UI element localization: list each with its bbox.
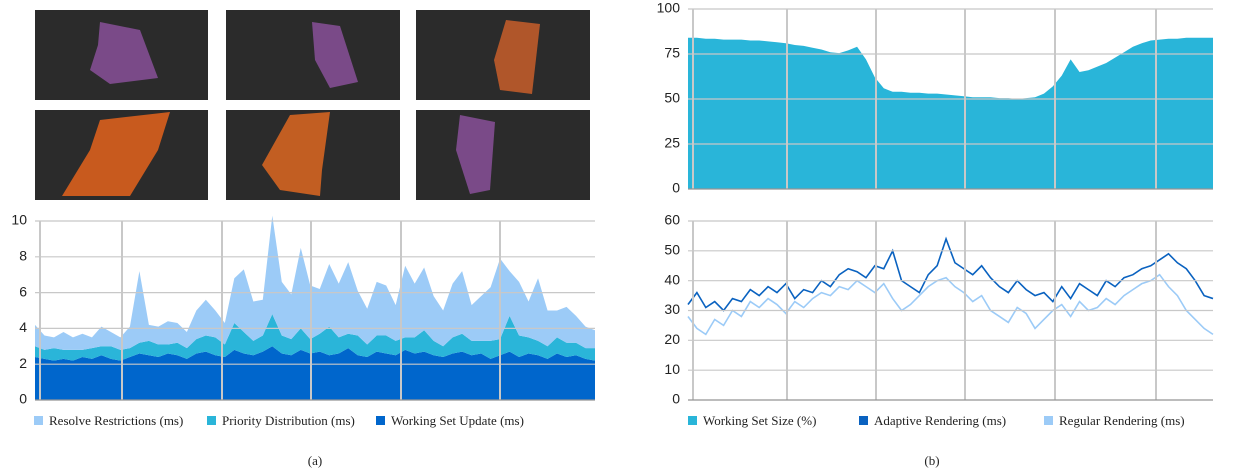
legend: Working Set Size (%) Adaptive Rendering (… xyxy=(688,413,1185,428)
legend-label: Resolve Restrictions (ms) xyxy=(49,413,183,428)
y-tick-label: 0 xyxy=(672,391,680,407)
marks xyxy=(35,216,595,400)
legend-label: Working Set Update (ms) xyxy=(391,413,524,428)
legend-swatch xyxy=(376,416,385,425)
y-tick-label: 30 xyxy=(664,301,680,317)
legend-label: Regular Rendering (ms) xyxy=(1059,413,1185,428)
y-tick-label: 6 xyxy=(19,283,27,299)
legend-swatch xyxy=(859,416,868,425)
caption: (a) xyxy=(308,453,322,468)
y-tick-label: 100 xyxy=(657,0,681,16)
area xyxy=(688,38,1213,189)
thumbnail xyxy=(416,110,590,200)
chart-panel: 0 10 20 30 40 50 60 xyxy=(664,212,1213,407)
marks xyxy=(688,239,1213,334)
y-tick-label: 75 xyxy=(664,45,680,61)
legend-label: Priority Distribution (ms) xyxy=(222,413,355,428)
thumbnails xyxy=(35,10,590,200)
chart-panel: 0 25 50 75 100 xyxy=(657,0,1213,196)
figure: (a) (b) 024681002550751000102030405060Re… xyxy=(0,0,1243,474)
y-tick-label: 10 xyxy=(664,361,680,377)
y-tick-label: 0 xyxy=(672,180,680,196)
y-tick-label: 0 xyxy=(19,391,27,407)
legend-swatch xyxy=(688,416,697,425)
line xyxy=(688,275,1213,335)
caption: (b) xyxy=(924,453,939,468)
y-tick-label: 4 xyxy=(19,319,27,335)
y-tick-label: 50 xyxy=(664,242,680,258)
legend: Resolve Restrictions (ms) Priority Distri… xyxy=(34,413,524,428)
marks xyxy=(688,38,1213,189)
legend-swatch xyxy=(207,416,216,425)
legend-label: Working Set Size (%) xyxy=(703,413,816,428)
y-tick-label: 20 xyxy=(664,331,680,347)
chart-panel: 0 2 4 6 8 10 xyxy=(11,212,595,407)
y-tick-label: 10 xyxy=(11,212,27,228)
legend-swatch xyxy=(34,416,43,425)
y-tick-label: 2 xyxy=(19,355,27,371)
y-tick-label: 25 xyxy=(664,135,680,151)
legend-swatch xyxy=(1044,416,1053,425)
y-tick-label: 60 xyxy=(664,212,680,228)
legend-label: Adaptive Rendering (ms) xyxy=(874,413,1006,428)
y-tick-label: 8 xyxy=(19,248,27,264)
y-tick-label: 50 xyxy=(664,90,680,106)
y-tick-label: 40 xyxy=(664,271,680,287)
